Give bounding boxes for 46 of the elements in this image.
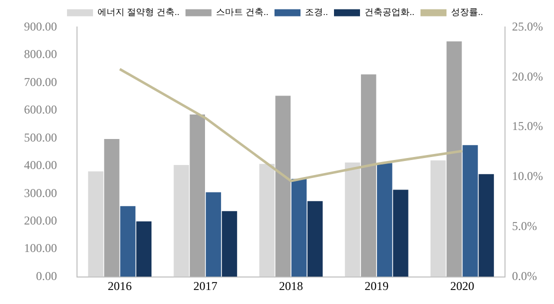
y2-tick-label: 25.0% — [512, 19, 544, 34]
bar — [377, 163, 392, 277]
y-tick-label: 900.00 — [24, 19, 57, 34]
legend-label: 에너지 절약형 건축.. — [97, 7, 180, 18]
x-tick-label: 2016 — [108, 279, 132, 294]
bar — [206, 192, 222, 277]
bar — [174, 165, 189, 277]
bar — [307, 201, 323, 277]
bar — [360, 74, 376, 277]
bar — [275, 96, 291, 277]
bar — [344, 162, 360, 277]
legend-label: 건축공업화.. — [364, 7, 415, 18]
x-tick-label: 2017 — [193, 279, 218, 294]
bar — [430, 160, 446, 277]
bar — [478, 174, 494, 277]
bar — [222, 211, 238, 277]
y-tick-label: 0.00 — [36, 268, 57, 283]
y2-tick-label: 5.0% — [512, 219, 538, 234]
bar — [120, 206, 136, 277]
bar — [88, 171, 104, 277]
y2-tick-label: 15.0% — [512, 119, 544, 134]
bar — [462, 145, 478, 277]
y-tick-label: 100.00 — [24, 241, 57, 256]
bar — [190, 114, 205, 277]
y2-tick-label: 20.0% — [512, 69, 544, 84]
bar — [446, 41, 462, 277]
bar — [393, 190, 408, 277]
y2-tick-label: 0.0% — [512, 268, 538, 283]
y-tick-label: 800.00 — [24, 47, 57, 62]
x-tick-label: 2019 — [364, 279, 389, 294]
x-tick-label: 2020 — [450, 279, 474, 294]
legend-label: 스마트 건축.. — [216, 7, 269, 18]
bar — [136, 221, 152, 277]
bar — [104, 138, 120, 277]
y-tick-label: 300.00 — [24, 186, 57, 200]
legend-label: 성장률.. — [451, 7, 484, 18]
x-tick-label: 2018 — [279, 279, 303, 294]
y-tick-label: 400.00 — [24, 158, 57, 172]
y-tick-label: 600.00 — [24, 102, 57, 117]
y2-tick-label: 10.0% — [512, 169, 544, 184]
bar — [291, 178, 307, 277]
y-tick-label: 200.00 — [24, 213, 57, 228]
legend-label: 조경.. — [305, 7, 328, 18]
bar — [259, 164, 275, 277]
y-tick-label: 500.00 — [24, 130, 57, 144]
y-tick-label: 700.00 — [24, 74, 57, 89]
